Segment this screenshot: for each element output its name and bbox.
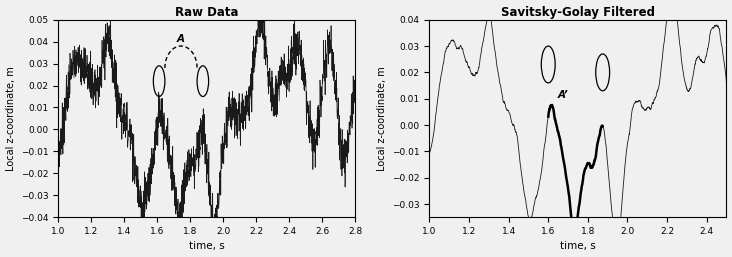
Text: A’: A’ xyxy=(558,90,569,100)
Title: Savitsky-Golay Filtered: Savitsky-Golay Filtered xyxy=(501,6,655,19)
Y-axis label: Local z-coordinate, m: Local z-coordinate, m xyxy=(376,66,386,171)
Y-axis label: Local z-coordinate, m: Local z-coordinate, m xyxy=(6,66,15,171)
Text: A: A xyxy=(177,34,185,44)
X-axis label: time, s: time, s xyxy=(560,241,596,251)
X-axis label: time, s: time, s xyxy=(189,241,225,251)
Title: Raw Data: Raw Data xyxy=(175,6,239,19)
